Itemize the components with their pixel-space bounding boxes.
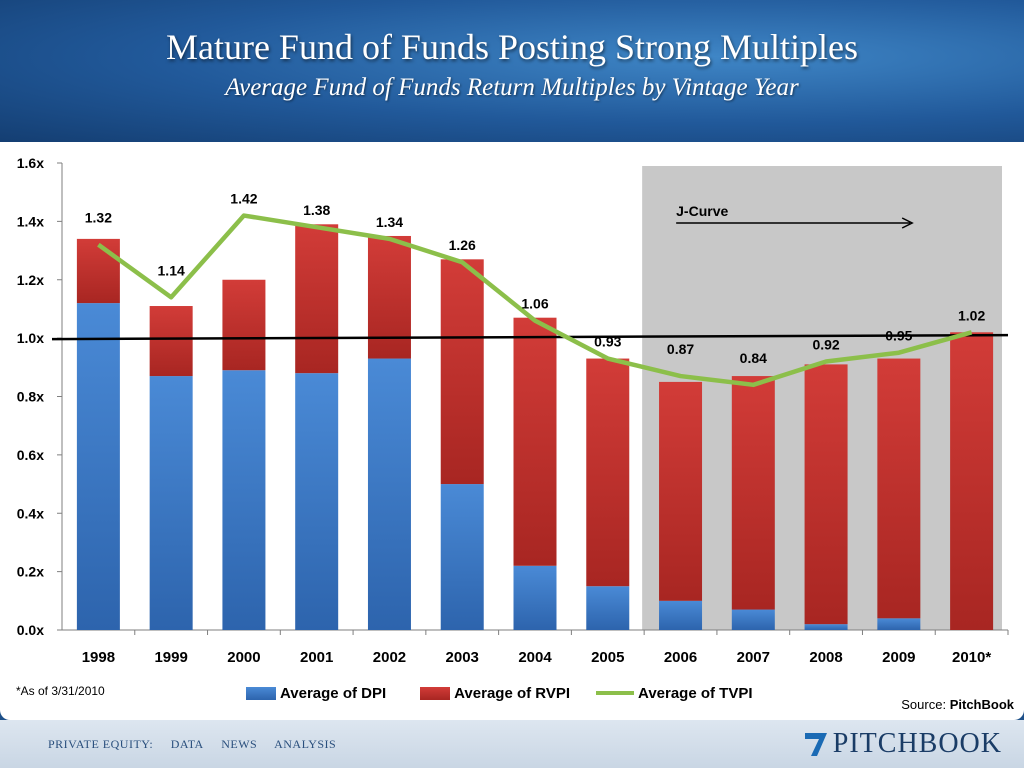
legend-swatch-rvpi [420, 686, 451, 700]
tvpi-data-label: 0.84 [740, 350, 767, 366]
jcurve-arrow-head [901, 217, 914, 229]
tvpi-data-label: 1.42 [230, 191, 257, 207]
legend-label-rvpi: Average of RVPI [454, 684, 571, 702]
x-tick-label: 2008 [809, 649, 842, 666]
tvpi-data-label: 0.95 [885, 328, 912, 344]
tvpi-data-label: 1.38 [303, 202, 330, 218]
bar-dpi [877, 618, 921, 630]
x-tick-label: 2004 [518, 649, 552, 666]
bar-dpi [586, 586, 630, 630]
legend-item-dpi: Average of DPI [246, 685, 386, 702]
x-tick-label: 2001 [300, 649, 333, 666]
x-tick-label: 2006 [664, 649, 697, 666]
y-tick-label: 0.0x [17, 622, 44, 638]
pitchbook-logo-icon [804, 733, 827, 756]
footer-nav-analysis: ANALYSIS [274, 737, 337, 751]
bar-dpi [731, 609, 775, 630]
y-tick-label: 0.6x [17, 447, 44, 463]
x-tick-label: 2009 [882, 649, 915, 666]
bar-rvpi [295, 224, 339, 374]
tvpi-data-label: 0.93 [594, 334, 621, 350]
pitchbook-logo: PITCHBOOK [803, 728, 1002, 760]
bar-dpi [513, 565, 557, 630]
bar-rvpi [149, 306, 193, 377]
y-tick-label: 1.6x [17, 155, 44, 171]
tvpi-data-label: 1.34 [376, 214, 403, 230]
bar-rvpi [804, 364, 848, 625]
bar-rvpi [659, 381, 703, 601]
page-subtitle: Average Fund of Funds Return Multiples b… [225, 74, 799, 101]
source-note: Source: PitchBook [901, 697, 1014, 712]
x-tick-label: 2007 [737, 649, 770, 666]
tvpi-data-label: 1.14 [158, 262, 185, 278]
bar-rvpi [367, 235, 411, 359]
footer-nav-private-equity: PRIVATE EQUITY: [48, 737, 154, 751]
x-tick-label: 1999 [154, 649, 187, 666]
legend-label-dpi: Average of DPI [280, 684, 387, 702]
header-banner [0, 0, 1024, 142]
tvpi-line [97, 213, 973, 388]
y-tick-label: 0.2x [17, 564, 44, 580]
legend-item-tvpi: Average of TVPI [596, 684, 753, 702]
y-tick-label: 0.8x [17, 389, 44, 405]
tvpi-data-label: 1.26 [449, 237, 476, 253]
footer-nav-data: DATA [170, 737, 204, 751]
bar-dpi [804, 624, 848, 630]
legend-swatch-tvpi [596, 691, 635, 695]
bar-rvpi [222, 279, 266, 371]
footnote: *As of 3/31/2010 [16, 684, 105, 698]
source-name: PitchBook [949, 697, 1014, 712]
bar-dpi [149, 376, 193, 630]
chart: 0.0x 0.2x 0.4x 0.6x 0.8x 1.0x 1.2x 1.4x 1.6x 1998… [17, 155, 1009, 666]
legend-item-rvpi: Average of RVPI [420, 685, 570, 702]
source-label: Source: [901, 697, 947, 712]
bar-rvpi [440, 259, 484, 485]
y-tick-label: 1.0x [17, 330, 44, 346]
bar-dpi [222, 370, 266, 630]
x-tick-label: 2000 [227, 649, 260, 666]
tvpi-data-label: 0.87 [667, 341, 694, 357]
jcurve-label: J-Curve [676, 203, 728, 219]
footer-nav: PRIVATE EQUITY: DATA NEWS ANALYSIS [48, 737, 350, 752]
logo-text: PITCHBOOK [832, 728, 1002, 759]
bar-dpi [659, 600, 703, 630]
bar-rvpi [950, 332, 994, 630]
footer-nav-news: NEWS [221, 737, 258, 751]
bar-rvpi [586, 358, 630, 587]
y-tick-label: 0.4x [17, 505, 44, 521]
bar-rvpi [877, 358, 921, 619]
footer-bar: PRIVATE EQUITY: DATA NEWS ANALYSIS PITCH… [0, 720, 1024, 768]
y-tick-label: 1.4x [17, 213, 44, 229]
bar-dpi [295, 373, 339, 630]
bar-rvpi [76, 238, 120, 304]
legend-label-tvpi: Average of TVPI [638, 684, 753, 702]
x-tick-label: 2002 [373, 649, 406, 666]
legend: Average of DPI Average of RVPI Average o… [246, 684, 761, 702]
bar-rvpi [513, 317, 557, 566]
x-tick-label: 2003 [446, 649, 479, 666]
x-tick-label: 2010* [952, 649, 991, 666]
tvpi-data-label: 1.02 [958, 307, 985, 323]
reference-line-1x [51, 333, 1009, 341]
page-title: Mature Fund of Funds Posting Strong Mult… [165, 27, 859, 67]
legend-swatch-dpi [246, 686, 276, 700]
bar-dpi [76, 303, 120, 630]
bar-rvpi [731, 376, 775, 610]
x-tick-label: 1998 [82, 649, 115, 666]
bar-dpi [367, 358, 411, 630]
tvpi-data-label: 1.32 [85, 210, 112, 226]
y-tick-label: 1.2x [17, 272, 44, 288]
bar-dpi [440, 484, 484, 630]
tvpi-data-label: 1.06 [521, 296, 548, 312]
tvpi-data-label: 0.92 [812, 336, 839, 352]
x-tick-label: 2005 [591, 649, 624, 666]
